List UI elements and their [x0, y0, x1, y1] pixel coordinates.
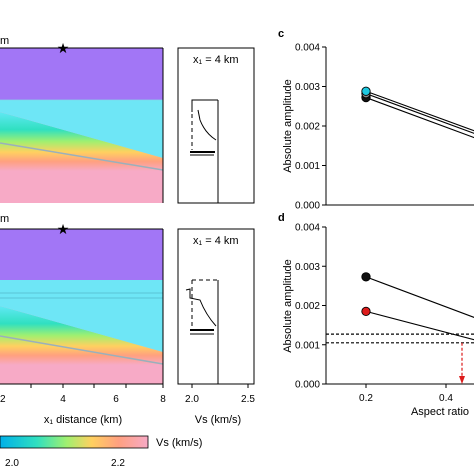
- colorbar-title: Vs (km/s): [156, 437, 202, 449]
- y-axis-label: Absolute amplitude: [282, 259, 294, 353]
- data-point: [361, 272, 371, 282]
- partial-unit-bottom: m: [0, 213, 9, 225]
- x-tick-label: 0.4: [439, 393, 453, 404]
- colorbar-tick: 2.0: [5, 458, 19, 469]
- colorbar-tick: 2.2: [111, 458, 125, 469]
- data-point: [361, 306, 371, 317]
- x-tick-label: 2: [0, 394, 6, 405]
- x-tick-label: 6: [113, 394, 119, 405]
- y-tick-label: 0.000: [295, 380, 320, 391]
- y-tick-label: 0.003: [295, 262, 320, 273]
- partial-unit-top: m: [0, 35, 9, 47]
- y-tick-label: 0.004: [295, 223, 320, 234]
- x-tick-label: 0.2: [359, 393, 373, 404]
- y-tick-label: 0.000: [295, 201, 320, 212]
- y-tick-label: 0.002: [295, 122, 320, 133]
- model-panel-bottom: m ★ 2 4 6 8 x₁ distance (km): [0, 213, 166, 426]
- colorbar: Vs (km/s) 2.0 2.2: [0, 435, 202, 469]
- data-point: [361, 86, 371, 96]
- x-tick-label: 4: [60, 394, 66, 405]
- x-axis-label: x₁ distance (km): [44, 414, 122, 426]
- arrow-head: [459, 376, 465, 384]
- y-tick-label: 0.004: [295, 43, 320, 54]
- star-icon: ★: [57, 40, 70, 56]
- profile-panel-bottom: x₁ = 4 km 2.0 2.5 Vs (km/s): [177, 228, 255, 426]
- model-panel-top: m ★: [0, 35, 164, 203]
- chart-panel-c: c 0.000 0.001 0.002 0.003 0.004 Absolute amp…: [278, 28, 474, 212]
- y-tick-label: 0.002: [295, 301, 320, 312]
- profile-panel-top: x₁ = 4 km: [177, 47, 255, 204]
- x-axis-label: Vs (km/s): [195, 414, 241, 426]
- x-tick-label: 8: [160, 394, 166, 405]
- y-tick-label: 0.001: [295, 340, 320, 351]
- y-tick-label: 0.003: [295, 82, 320, 93]
- series-line: [365, 276, 474, 318]
- profile-annotation: x₁ = 4 km: [193, 54, 239, 66]
- panel-label-c: c: [278, 28, 284, 40]
- x-tick-label: 2.0: [185, 394, 199, 405]
- y-axis-label: Absolute amplitude: [282, 79, 294, 173]
- x-axis-label: Aspect ratio: [411, 406, 469, 418]
- star-icon: ★: [57, 221, 70, 237]
- panel-label-d: d: [278, 212, 285, 224]
- series-line: [365, 90, 474, 132]
- series-line: [365, 97, 474, 139]
- profile-annotation: x₁ = 4 km: [193, 235, 239, 247]
- y-tick-label: 0.001: [295, 161, 320, 172]
- x-tick-label: 2.5: [241, 394, 255, 405]
- series-line: [365, 93, 474, 134]
- series-line: [365, 310, 474, 341]
